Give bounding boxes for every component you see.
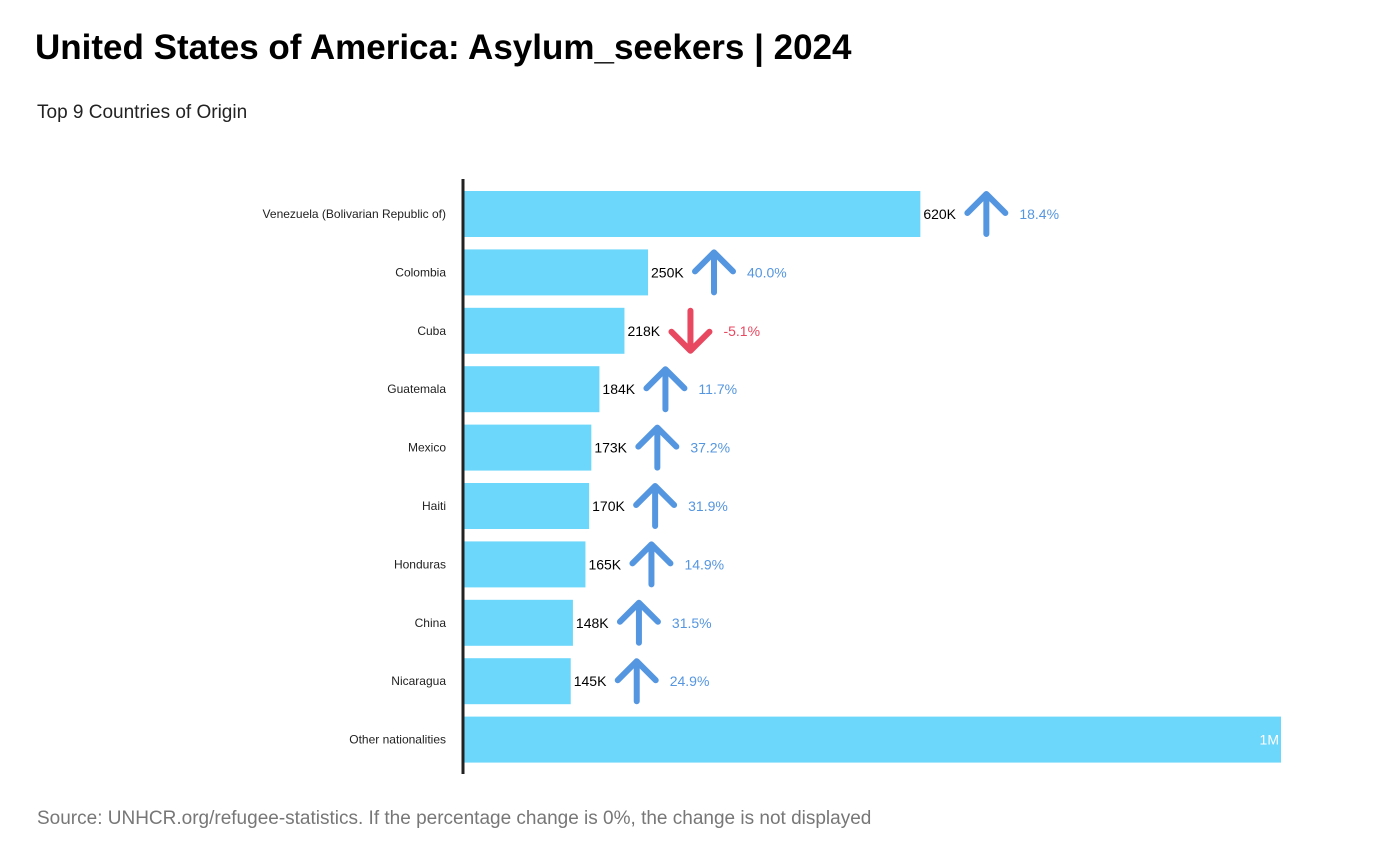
bar-nicaragua xyxy=(464,658,571,705)
value-label-guatemala: 184K xyxy=(602,381,635,397)
arrow-down-icon-cuba xyxy=(668,307,713,354)
pct-change-label-china: 31.5% xyxy=(672,615,712,631)
pct-change-label-cuba: -5.1% xyxy=(723,323,760,339)
value-label-venezuela-bolivarian-republic-of: 620K xyxy=(923,206,956,222)
bar-venezuela-bolivarian-republic-of xyxy=(464,191,921,237)
arrow-up-icon-mexico xyxy=(635,424,680,471)
bar-china xyxy=(464,599,573,646)
bar-mexico xyxy=(464,424,592,471)
arrow-up-icon-venezuela-bolivarian-republic-of xyxy=(964,191,1009,237)
arrow-up-icon-haiti xyxy=(633,483,678,529)
bars-group: Venezuela (Bolivarian Republic of) 620K 18… xyxy=(263,191,1281,763)
arrow-up-icon-guatemala xyxy=(643,366,688,413)
pct-change-label-mexico: 37.2% xyxy=(690,440,730,456)
category-label-other-nationalities: Other nationalities xyxy=(349,733,446,747)
category-label-honduras: Honduras xyxy=(394,557,446,571)
bar-haiti xyxy=(464,483,590,529)
pct-change-label-haiti: 31.9% xyxy=(688,498,728,514)
value-label-other-nationalities: 1M xyxy=(1260,732,1279,748)
arrow-up-icon-colombia xyxy=(692,249,737,296)
value-label-nicaragua: 145K xyxy=(574,673,607,689)
value-label-mexico: 173K xyxy=(594,440,627,456)
bar-other-nationalities xyxy=(464,716,1281,763)
arrow-up-icon-honduras xyxy=(629,541,674,588)
source-note: Source: UNHCR.org/refugee-statistics. If… xyxy=(37,808,872,829)
category-label-venezuela-bolivarian-republic-of: Venezuela (Bolivarian Republic of) xyxy=(263,207,446,221)
bar-cuba xyxy=(464,307,625,354)
value-label-colombia: 250K xyxy=(651,264,684,280)
category-label-colombia: Colombia xyxy=(395,265,446,279)
pct-change-label-nicaragua: 24.9% xyxy=(670,673,710,689)
bar-colombia xyxy=(464,249,649,296)
value-label-cuba: 218K xyxy=(627,323,660,339)
pct-change-label-honduras: 14.9% xyxy=(684,556,724,572)
category-label-cuba: Cuba xyxy=(417,324,446,338)
pct-change-label-guatemala: 11.7% xyxy=(698,381,737,397)
chart-title: United States of America: Asylum_seekers… xyxy=(35,28,852,67)
category-label-nicaragua: Nicaragua xyxy=(391,674,446,688)
bar-guatemala xyxy=(464,366,600,413)
category-label-china: China xyxy=(415,616,447,630)
category-label-mexico: Mexico xyxy=(408,441,446,455)
value-label-china: 148K xyxy=(576,615,609,631)
pct-change-label-venezuela-bolivarian-republic-of: 18.4% xyxy=(1019,206,1059,222)
category-label-haiti: Haiti xyxy=(422,499,446,513)
chart-subtitle: Top 9 Countries of Origin xyxy=(37,102,248,123)
pct-change-label-colombia: 40.0% xyxy=(747,264,787,280)
value-label-honduras: 165K xyxy=(588,556,621,572)
value-label-haiti: 170K xyxy=(592,498,625,514)
arrow-up-icon-nicaragua xyxy=(614,658,659,705)
category-label-guatemala: Guatemala xyxy=(387,382,446,396)
arrow-up-icon-china xyxy=(616,599,661,646)
bar-honduras xyxy=(464,541,586,588)
